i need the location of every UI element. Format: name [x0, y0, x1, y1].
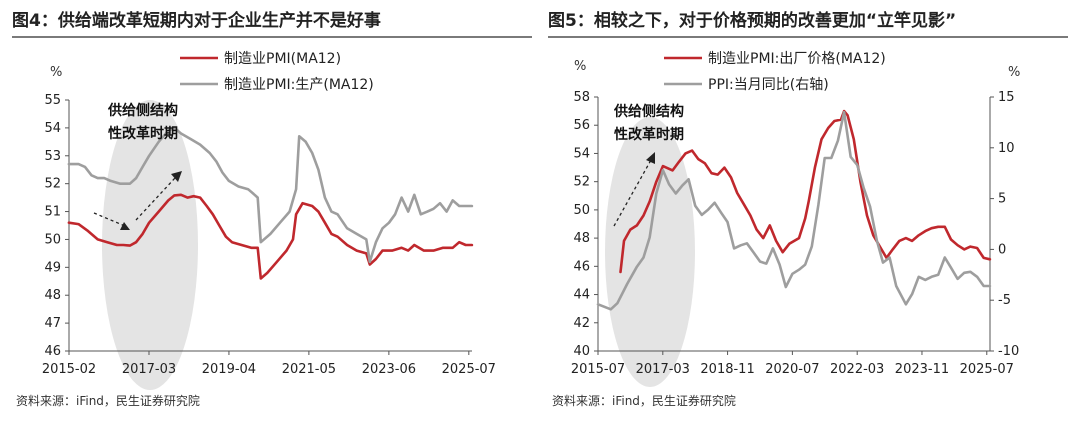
legend-label-1: 制造业PMI:出厂价格(MA12)	[708, 51, 886, 67]
price-line-chart: 40 42 44 46 48 50 52 54 56 58 -10 -5 0 5 10 15 2015-07 20…	[571, 51, 1020, 387]
x-tick-label: 2015-07	[571, 362, 625, 377]
y-tick-label: 40	[573, 344, 590, 359]
x-tick-label: 2021-05	[282, 362, 336, 377]
y-tick-label: 42	[573, 316, 590, 331]
x-tick-label: 2019-04	[202, 362, 256, 377]
legend-label-2: PPI:当月同比(右轴)	[708, 77, 829, 93]
annotation-line-2: 性改革时期	[108, 125, 178, 142]
y-tick-label: 46	[573, 259, 590, 274]
reform-period-ellipse	[102, 100, 198, 390]
chart-title-left: 图4：供给端改革短期内对于企业生产并不是好事	[12, 11, 381, 31]
title-divider-left	[12, 36, 532, 38]
x-tick-label: 2023-06	[362, 362, 416, 377]
y-tick-label: 47	[44, 316, 61, 331]
y2-axis-unit-label: %	[1008, 65, 1020, 80]
y-tick-label: 48	[44, 288, 61, 303]
y2-tick-label: 15	[998, 90, 1015, 105]
y-tick-label: 51	[44, 205, 61, 220]
x-tick-label: 2022-03	[830, 362, 884, 377]
y-tick-label: 52	[573, 175, 590, 190]
y-tick-label: 48	[573, 231, 590, 246]
y-tick-label: 58	[573, 90, 590, 105]
x-tick-label: 2025-07	[442, 362, 496, 377]
x-tick-label: 2015-02	[42, 362, 96, 377]
annotation-line-1: 供给侧结构	[613, 103, 684, 120]
chart-title-right: 图5：相较之下，对于价格预期的改善更加“立竿见影”	[548, 11, 957, 31]
y-tick-label: 44	[573, 288, 590, 303]
trend-arrow-down-head	[120, 222, 130, 230]
legend-label-1: 制造业PMI(MA12)	[224, 51, 341, 67]
y-axis-unit-label: %	[50, 65, 62, 80]
pmi-line-chart: 46 47 48 49 50 51 52 53 54 55 2015-02 2017-03 2019-0…	[42, 51, 496, 390]
x-tick-label: 2020-07	[765, 362, 819, 377]
y-tick-label: 50	[573, 203, 590, 218]
y2-tick-label: 0	[998, 242, 1006, 257]
y-axis-unit-label: %	[574, 59, 586, 74]
annotation-line-2: 性改革时期	[614, 126, 684, 143]
series-line-1	[67, 193, 474, 280]
annotation-line-1: 供给侧结构	[107, 102, 178, 119]
x-tick-label: 2017-03	[122, 362, 176, 377]
series-line-2	[596, 110, 992, 311]
y2-tick-label: 5	[998, 192, 1006, 207]
title-divider-right	[548, 36, 1068, 38]
y-tick-label: 46	[44, 344, 61, 359]
y-tick-label: 52	[44, 177, 61, 192]
y-tick-label: 53	[44, 149, 61, 164]
trend-arrow-up	[613, 159, 652, 227]
source-note-left: 资料来源：iFind，民生证券研究院	[16, 394, 200, 408]
y-tick-label: 50	[44, 232, 61, 247]
y2-tick-label: 10	[998, 141, 1015, 156]
source-note-right: 资料来源：iFind，民生证券研究院	[552, 394, 736, 408]
legend-label-2: 制造业PMI:生产(MA12)	[224, 77, 374, 93]
y-tick-label: 54	[44, 121, 61, 136]
series-line-2	[67, 126, 474, 264]
x-tick-label: 2025-07	[960, 362, 1014, 377]
x-tick-label: 2023-11	[895, 362, 949, 377]
trend-arrow-up-head	[646, 152, 655, 164]
x-tick-label: 2017-03	[636, 362, 690, 377]
y-tick-label: 56	[573, 118, 590, 133]
y-tick-label: 49	[44, 260, 61, 275]
reform-period-ellipse	[605, 117, 695, 387]
y-tick-label: 54	[573, 146, 590, 161]
trend-arrow-up-head	[171, 171, 182, 182]
x-tick-label: 2018-11	[700, 362, 754, 377]
series-line-1	[619, 109, 992, 274]
chart-panel-left: 图4：供给端改革短期内对于企业生产并不是好事 46 47 48 49 50 51 52 53 5…	[12, 0, 532, 427]
y-tick-label: 55	[44, 93, 61, 108]
y2-tick-label: -10	[998, 344, 1019, 359]
chart-panel-right: 图5：相较之下，对于价格预期的改善更加“立竿见影” 40 42 44 46 48 50 52…	[548, 0, 1068, 427]
y2-tick-label: -5	[998, 293, 1011, 308]
